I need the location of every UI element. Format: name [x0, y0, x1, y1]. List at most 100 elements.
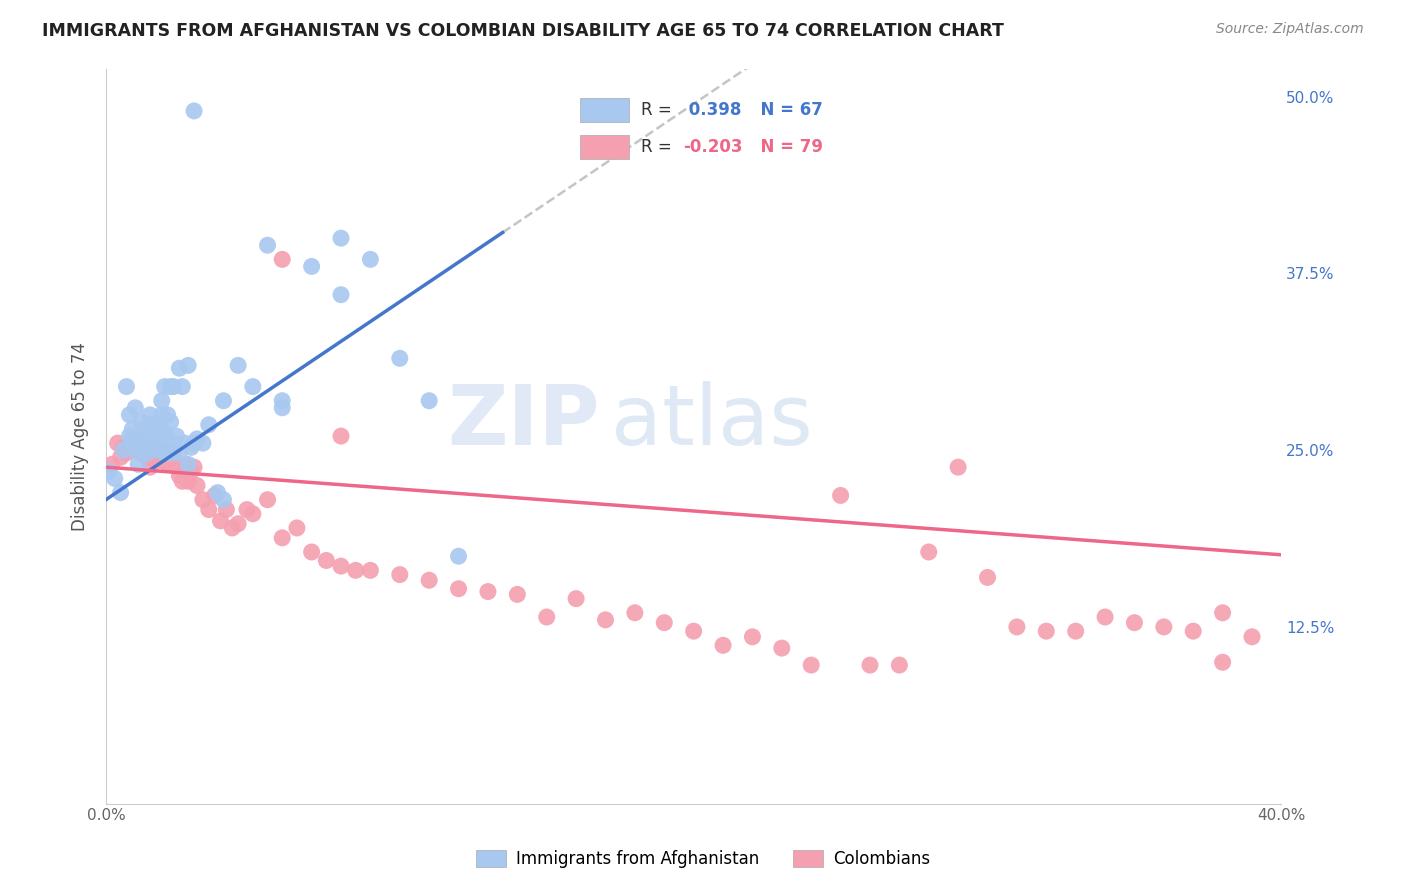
Point	[330, 429, 353, 443]
Point	[121, 432, 143, 446]
Point	[344, 563, 367, 577]
Point	[256, 492, 278, 507]
Point	[136, 429, 159, 443]
Point	[477, 584, 499, 599]
Point	[330, 559, 353, 574]
Point	[129, 415, 152, 429]
Point	[652, 615, 675, 630]
Point	[177, 475, 200, 489]
Point	[118, 429, 141, 443]
Point	[174, 458, 197, 472]
Point	[142, 441, 165, 455]
Legend: Immigrants from Afghanistan, Colombians: Immigrants from Afghanistan, Colombians	[470, 843, 936, 875]
Point	[121, 436, 143, 450]
Point	[1212, 655, 1234, 669]
Point	[209, 514, 232, 528]
Point	[156, 408, 179, 422]
Point	[174, 436, 197, 450]
Point	[946, 460, 969, 475]
Point	[271, 252, 294, 267]
Point	[107, 436, 129, 450]
Point	[215, 502, 238, 516]
Point	[183, 436, 205, 450]
Point	[101, 458, 124, 472]
FancyBboxPatch shape	[579, 98, 628, 122]
Point	[711, 638, 734, 652]
Point	[1182, 624, 1205, 639]
Point	[889, 658, 911, 673]
Point	[242, 507, 264, 521]
Text: -0.203: -0.203	[683, 138, 742, 156]
Point	[110, 450, 132, 465]
Point	[153, 426, 176, 441]
Point	[148, 417, 170, 432]
Point	[153, 379, 176, 393]
Point	[115, 446, 138, 460]
Point	[1094, 610, 1116, 624]
Point	[212, 492, 235, 507]
Point	[301, 545, 323, 559]
Point	[127, 458, 149, 472]
Point	[118, 408, 141, 422]
Point	[129, 432, 152, 446]
Point	[359, 563, 381, 577]
Text: IMMIGRANTS FROM AFGHANISTAN VS COLOMBIAN DISABILITY AGE 65 TO 74 CORRELATION CHA: IMMIGRANTS FROM AFGHANISTAN VS COLOMBIAN…	[42, 22, 1004, 40]
Point	[183, 460, 205, 475]
Point	[136, 450, 159, 465]
Point	[183, 103, 205, 118]
Point	[132, 441, 155, 455]
Point	[150, 393, 173, 408]
Point	[624, 606, 647, 620]
Point	[226, 359, 249, 373]
Point	[447, 582, 470, 596]
Point	[770, 641, 793, 656]
Point	[169, 446, 191, 460]
Point	[271, 401, 294, 415]
Point	[330, 231, 353, 245]
Point	[159, 450, 181, 465]
Point	[682, 624, 704, 639]
Point	[177, 458, 200, 472]
Point	[918, 545, 941, 559]
Point	[191, 436, 214, 450]
FancyBboxPatch shape	[579, 135, 628, 159]
Point	[595, 613, 617, 627]
Point	[110, 485, 132, 500]
Point	[301, 260, 323, 274]
Point	[139, 426, 162, 441]
Point	[800, 658, 823, 673]
Point	[112, 441, 135, 455]
Text: N = 67: N = 67	[749, 102, 823, 120]
Point	[271, 393, 294, 408]
Point	[145, 454, 167, 468]
Point	[418, 574, 440, 588]
Point	[162, 436, 184, 450]
Point	[115, 379, 138, 393]
Point	[180, 441, 202, 455]
Point	[1212, 606, 1234, 620]
Point	[145, 422, 167, 436]
Point	[315, 553, 337, 567]
Point	[330, 287, 353, 301]
Point	[204, 488, 226, 502]
Point	[129, 446, 152, 460]
Point	[741, 630, 763, 644]
Point	[156, 458, 179, 472]
Point	[1153, 620, 1175, 634]
Text: ZIP: ZIP	[447, 381, 599, 462]
Point	[256, 238, 278, 252]
Point	[162, 379, 184, 393]
Point	[145, 443, 167, 458]
Point	[169, 468, 191, 483]
Point	[285, 521, 308, 535]
Point	[1064, 624, 1087, 639]
Point	[139, 408, 162, 422]
Point	[388, 351, 411, 366]
Point	[226, 516, 249, 531]
Point	[165, 429, 187, 443]
Point	[212, 393, 235, 408]
Text: atlas: atlas	[612, 381, 813, 462]
Point	[104, 471, 127, 485]
Point	[142, 417, 165, 432]
Point	[388, 567, 411, 582]
